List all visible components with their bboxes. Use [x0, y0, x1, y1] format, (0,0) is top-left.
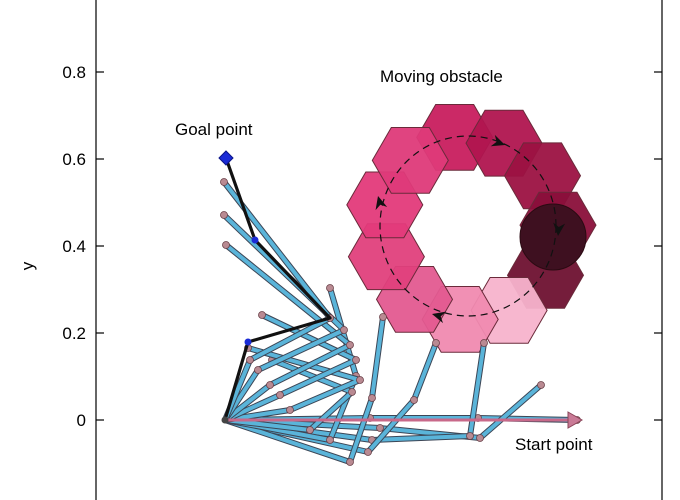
arm-configuration	[222, 180, 332, 422]
start-point-label: Start point	[515, 435, 593, 454]
arm-joint	[276, 391, 284, 399]
y-tick-label: 0.4	[62, 237, 86, 256]
goal-joint	[244, 338, 252, 346]
y-tick-label: 0.8	[62, 63, 86, 82]
moving-obstacle-label: Moving obstacle	[380, 67, 503, 86]
arm-joint	[346, 458, 354, 466]
goal-point-marker	[218, 150, 234, 166]
y-tick-label: 0	[77, 411, 86, 430]
obstacle-hexagon	[371, 127, 449, 194]
arm-configuration	[223, 313, 358, 422]
arm-final-configuration	[223, 157, 332, 421]
arm-joint	[432, 339, 440, 347]
obstacle-path-arrows	[375, 134, 566, 324]
arm-joint	[346, 341, 354, 349]
arm-joint	[220, 178, 228, 186]
arm-joint	[340, 326, 348, 334]
arm-joint	[379, 313, 387, 321]
arm-configuration	[223, 346, 362, 422]
arm-joint	[410, 396, 418, 404]
arm-joint	[480, 339, 488, 347]
goal-joint	[251, 236, 259, 244]
goal-point-label: Goal point	[175, 120, 253, 139]
arm-joint	[348, 388, 356, 396]
arm-joint	[222, 241, 230, 249]
obstacle-current-position	[519, 203, 587, 271]
arm-joint	[352, 356, 360, 364]
arm-joint	[286, 406, 294, 414]
arrowhead-shape	[432, 311, 447, 324]
moving-obstacle-hexagons	[346, 104, 597, 353]
y-tick-label: 0.6	[62, 150, 86, 169]
arrowhead-shape	[375, 196, 388, 211]
arm-base	[221, 416, 229, 424]
arm-joint	[220, 211, 228, 219]
robot-arm-configurations	[218, 150, 584, 466]
path-arrowhead	[553, 222, 566, 236]
arm-joint	[476, 434, 484, 442]
arm-configuration	[223, 315, 385, 464]
arm-joint	[266, 381, 274, 389]
arm-joint	[258, 311, 266, 319]
arm-joint	[376, 424, 384, 432]
arm-joint	[306, 426, 314, 434]
start-point-marker	[567, 411, 584, 429]
arm-joint	[537, 381, 545, 389]
path-arrowhead	[490, 134, 505, 147]
arm-joint	[356, 376, 364, 384]
y-ticks: 0.8 0.6 0.4 0.2 0	[62, 63, 662, 430]
y-tick-label: 0.2	[62, 324, 86, 343]
arm-joint	[466, 432, 474, 440]
arm-joint	[364, 448, 372, 456]
arm-configuration	[223, 383, 543, 440]
arm-joint	[326, 284, 334, 292]
arm-configuration	[223, 358, 354, 432]
arm-joint	[326, 436, 334, 444]
arm-configuration	[222, 213, 346, 422]
path-arrowhead	[375, 196, 388, 211]
path-arrowhead	[432, 311, 447, 324]
y-axis-label: y	[18, 261, 37, 270]
arm-joint	[246, 356, 254, 364]
plot-axes	[95, 0, 663, 500]
arm-joint	[254, 366, 262, 374]
arrowhead-shape	[553, 222, 566, 236]
arrowhead-shape	[490, 134, 505, 147]
arm-configuration	[223, 243, 352, 422]
arm-joint	[368, 394, 376, 402]
